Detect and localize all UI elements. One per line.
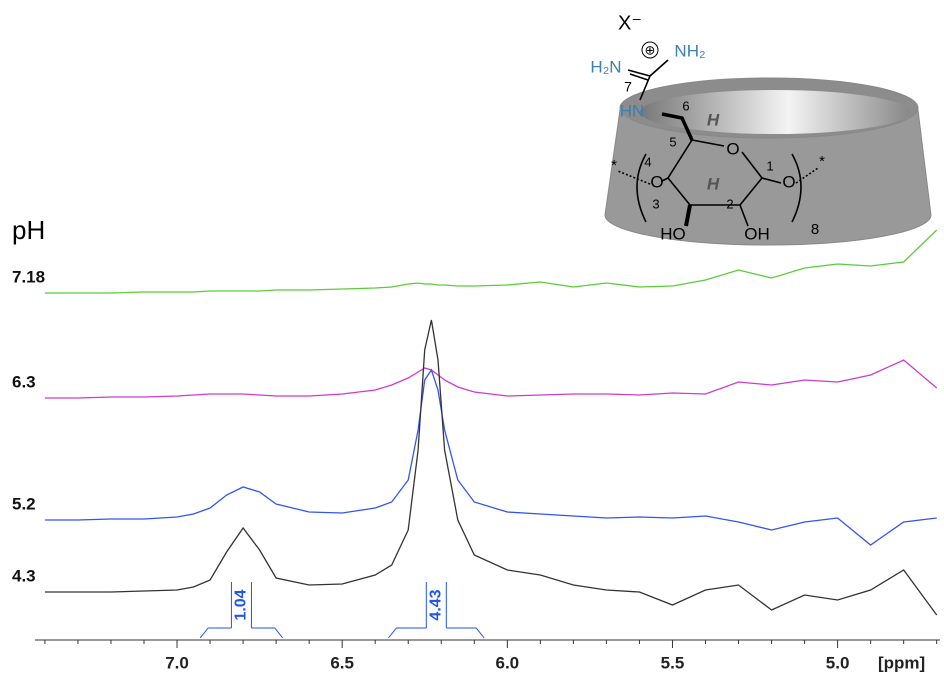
structure-label: 5 (669, 134, 676, 149)
structure-label: H (707, 110, 720, 129)
structure-label: 1 (766, 158, 773, 173)
legend-label: 7.18 (12, 267, 45, 286)
structure-label: 7 (624, 79, 632, 95)
structure-label: * (819, 153, 825, 170)
structure-label: OH (744, 224, 770, 243)
cone-inside (640, 90, 910, 134)
x-tick-label: 5.5 (661, 653, 685, 672)
spectrum-line (44, 229, 938, 294)
cone-body (604, 109, 932, 246)
integral-label: 1.04 (233, 589, 250, 620)
structure-label: O (650, 172, 663, 191)
spectrum-line (44, 359, 938, 399)
x-tick-label: 6.5 (330, 653, 354, 672)
structure-label: NH₂ (674, 41, 705, 60)
x-tick-label: 5.0 (826, 653, 850, 672)
charge-circle (641, 41, 659, 59)
legend-label: 5.2 (12, 494, 36, 513)
structure-label: ⊕ (645, 42, 656, 57)
structure-label: O (782, 172, 795, 191)
legend-label: 4.3 (12, 566, 36, 585)
structure-label: 6 (682, 98, 689, 113)
legend-label: 6.3 (12, 372, 36, 391)
structure-label: X⁻ (618, 12, 642, 34)
structure-label: H (707, 174, 720, 193)
integral-bracket (199, 627, 284, 639)
structure-label: H₂N (590, 57, 621, 76)
spectrum-line (44, 319, 938, 616)
structure-label: 8 (811, 221, 819, 238)
structure-label: 2 (726, 196, 733, 211)
legend-title: pH (12, 215, 45, 245)
structure-label: HO (660, 224, 686, 243)
structure-label: 4 (644, 154, 651, 169)
spectrum-line (44, 368, 937, 546)
bonds (617, 59, 819, 227)
structure-label: HN (620, 101, 645, 120)
structure-label: O (726, 139, 739, 158)
integral-box (230, 582, 252, 628)
x-tick-label: 7.0 (165, 653, 189, 672)
structure-label: * (611, 157, 617, 174)
x-tick-label: 6.0 (495, 653, 519, 672)
structure-label: 3 (652, 196, 659, 211)
integral-box (425, 582, 447, 628)
integral-label: 4.43 (428, 589, 445, 620)
integral-bracket (388, 627, 485, 639)
structure (604, 41, 932, 246)
x-axis-label: [ppm] (878, 653, 925, 672)
